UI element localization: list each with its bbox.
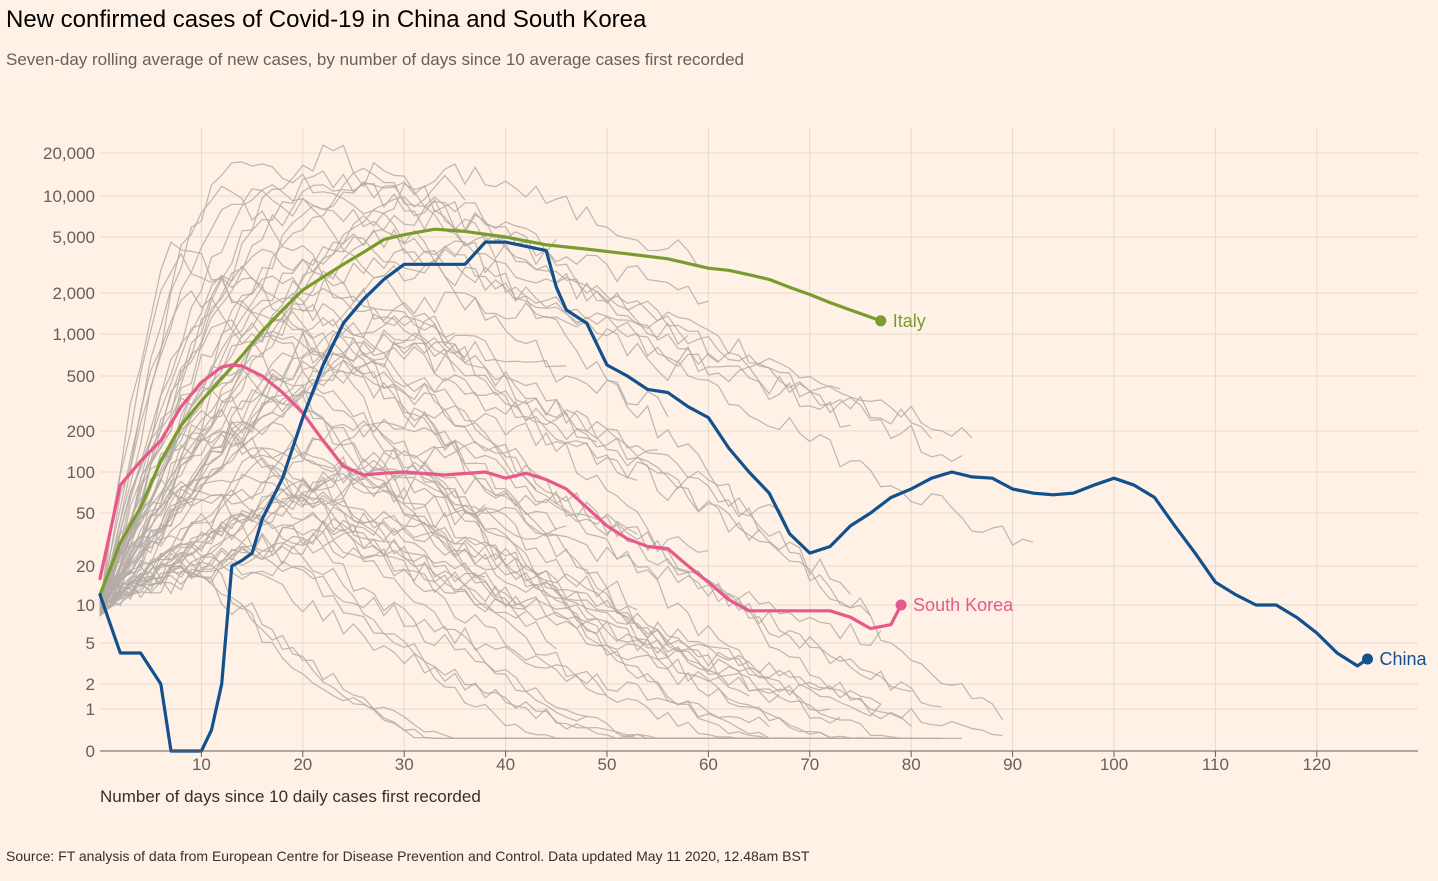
other-country-line bbox=[99, 391, 891, 740]
other-country-line bbox=[99, 460, 709, 608]
other-country-line bbox=[99, 386, 831, 712]
y-tick-label: 500 bbox=[67, 367, 95, 386]
y-tick-label: 0 bbox=[86, 742, 95, 761]
other-country-line bbox=[99, 341, 791, 599]
y-tick-label: 2 bbox=[86, 675, 95, 694]
other-country-line bbox=[99, 228, 567, 611]
series-label: China bbox=[1380, 649, 1428, 669]
other-country-line bbox=[99, 181, 719, 600]
background-country-lines bbox=[99, 144, 1034, 740]
series-line-china bbox=[98, 240, 1370, 753]
y-tick-label: 10 bbox=[76, 596, 95, 615]
other-country-line bbox=[99, 163, 699, 614]
other-country-line bbox=[99, 241, 973, 614]
chart-subtitle: Seven-day rolling average of new cases, … bbox=[6, 50, 745, 69]
other-country-line bbox=[99, 454, 608, 696]
other-country-line bbox=[99, 431, 882, 646]
gridlines bbox=[100, 128, 1418, 751]
series-label: South Korea bbox=[913, 595, 1014, 615]
other-country-line bbox=[99, 537, 587, 722]
x-tick-label: 70 bbox=[800, 755, 819, 774]
x-tick-label: 50 bbox=[598, 755, 617, 774]
x-tick-label: 120 bbox=[1303, 755, 1331, 774]
other-country-line bbox=[99, 264, 831, 740]
x-tick-label: 100 bbox=[1100, 755, 1128, 774]
other-country-line bbox=[99, 310, 557, 603]
other-country-line bbox=[99, 248, 760, 597]
other-country-line bbox=[99, 341, 537, 614]
series-end-dot bbox=[875, 315, 887, 327]
other-country-line bbox=[99, 174, 466, 617]
y-tick-label: 1 bbox=[86, 700, 95, 719]
other-country-line bbox=[99, 185, 456, 615]
x-tick-label: 10 bbox=[192, 755, 211, 774]
y-tick-label: 10,000 bbox=[43, 187, 95, 206]
other-country-line bbox=[99, 523, 790, 740]
series-label: Italy bbox=[893, 311, 926, 331]
highlight-series: Italy South Korea China bbox=[98, 227, 1428, 753]
other-country-line bbox=[99, 297, 669, 657]
x-tick-label: 60 bbox=[699, 755, 718, 774]
other-country-line bbox=[99, 161, 1004, 721]
other-country-line bbox=[99, 184, 912, 727]
other-country-line bbox=[99, 512, 1003, 737]
other-country-line bbox=[99, 248, 851, 613]
y-tick-label: 200 bbox=[67, 422, 95, 441]
other-country-line bbox=[99, 236, 841, 605]
other-country-line bbox=[99, 545, 820, 740]
series-end-dot bbox=[895, 599, 907, 611]
y-tick-label: 20,000 bbox=[43, 144, 95, 163]
chart-title: New confirmed cases of Covid-19 in China… bbox=[6, 6, 647, 33]
x-tick-label: 90 bbox=[1003, 755, 1022, 774]
axes: 0 1 2 5 10 20 50 100 200 500 1,000 2,000 5,000 10,000… bbox=[43, 144, 1418, 774]
y-tick-label: 50 bbox=[76, 504, 95, 523]
y-tick-label: 20 bbox=[76, 557, 95, 576]
series-end-dot bbox=[1362, 653, 1373, 665]
other-country-line bbox=[99, 488, 526, 613]
y-tick-label: 2,000 bbox=[52, 284, 95, 303]
x-tick-label: 40 bbox=[496, 755, 515, 774]
other-country-line bbox=[99, 441, 912, 693]
other-country-line bbox=[99, 275, 598, 616]
series-line-italy bbox=[98, 227, 883, 597]
other-country-line bbox=[99, 290, 557, 650]
y-tick-label: 100 bbox=[67, 463, 95, 482]
x-axis-label: Number of days since 10 daily cases firs… bbox=[100, 787, 481, 806]
other-country-line bbox=[99, 161, 1034, 603]
other-country-line bbox=[99, 144, 689, 599]
other-country-line bbox=[99, 561, 749, 740]
other-country-line bbox=[99, 547, 536, 740]
x-tick-label: 110 bbox=[1202, 755, 1229, 774]
other-country-line bbox=[99, 367, 638, 607]
other-country-line bbox=[99, 532, 527, 619]
y-tick-label: 5,000 bbox=[52, 228, 95, 247]
source-note: Source: FT analysis of data from Europea… bbox=[6, 848, 810, 864]
y-tick-label: 5 bbox=[86, 634, 95, 653]
x-tick-label: 30 bbox=[395, 755, 414, 774]
y-tick-label: 1,000 bbox=[52, 325, 95, 344]
x-tick-label: 20 bbox=[293, 755, 312, 774]
other-country-line bbox=[99, 473, 507, 603]
x-tick-label: 80 bbox=[902, 755, 921, 774]
other-country-line bbox=[99, 329, 942, 708]
series-line-south-korea bbox=[98, 363, 903, 631]
other-country-line bbox=[99, 560, 770, 728]
other-country-line bbox=[99, 275, 669, 613]
other-country-line bbox=[99, 506, 882, 717]
